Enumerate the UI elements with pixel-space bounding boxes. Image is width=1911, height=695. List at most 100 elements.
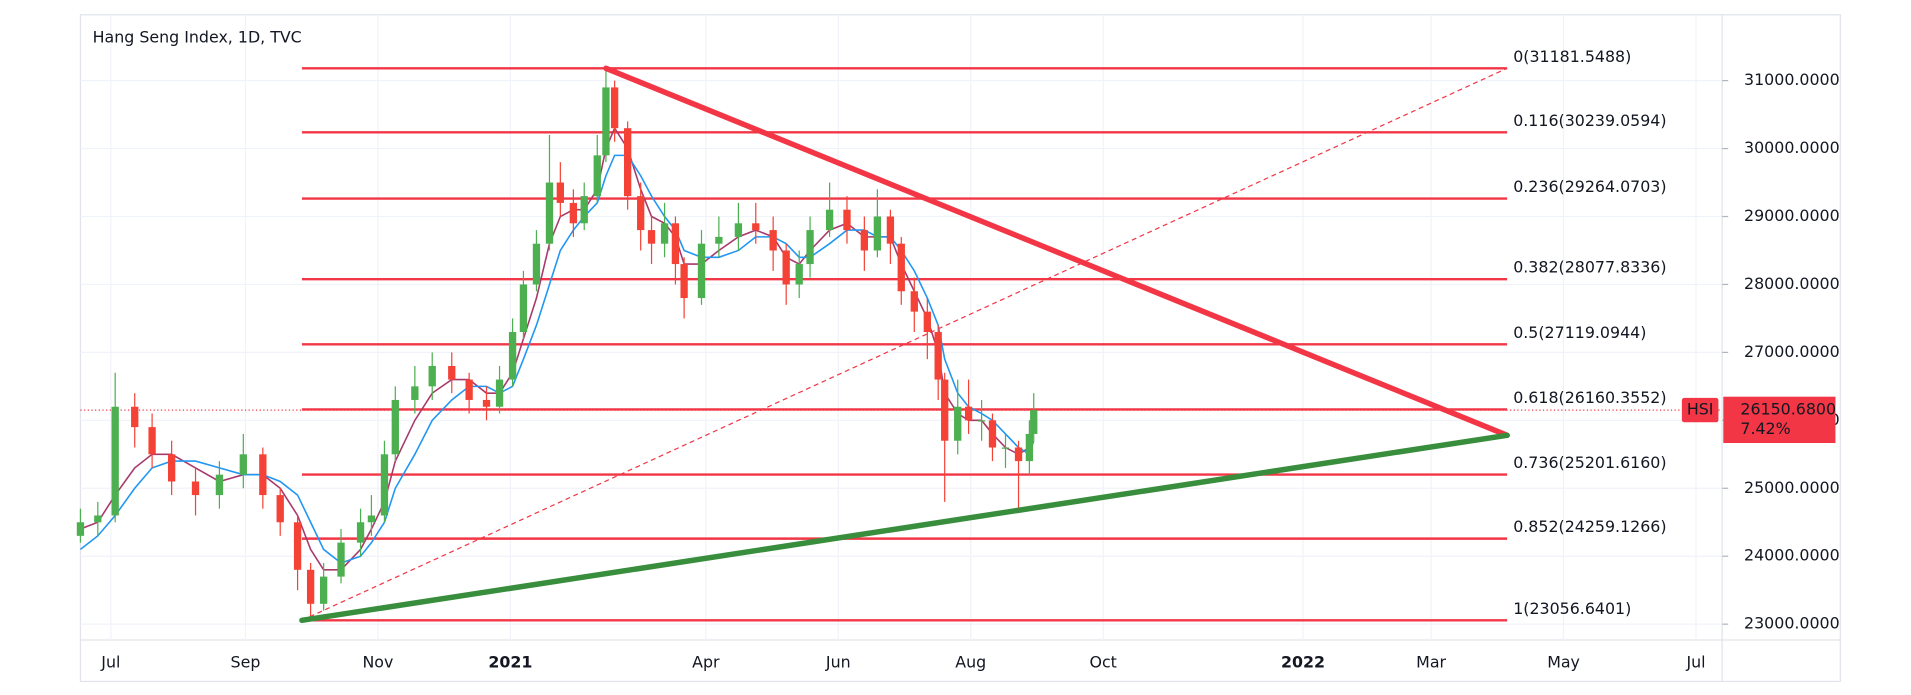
- y-tick-label: 30000.0000: [1744, 138, 1840, 157]
- y-tick-label: 31000.0000: [1744, 70, 1840, 89]
- candle-body: [860, 230, 869, 251]
- candle-body: [448, 365, 456, 380]
- fib-diagonal: [301, 67, 1508, 621]
- fib-label: 0.736(25201.6160): [1513, 453, 1666, 472]
- candle-body: [825, 209, 834, 231]
- candle-body: [964, 406, 973, 421]
- candle-body: [795, 264, 803, 285]
- candle-body: [259, 454, 267, 496]
- candle-body: [276, 495, 284, 523]
- candle-body: [465, 379, 473, 400]
- trendline: [603, 65, 1510, 439]
- chart-frame: [79, 14, 1841, 683]
- candle-body: [660, 223, 669, 244]
- fib-label: 0(31181.5488): [1513, 47, 1631, 66]
- price-tag: [1723, 396, 1836, 444]
- fib-label: 0.382(28077.8336): [1513, 258, 1666, 277]
- candle-body: [532, 243, 541, 285]
- x-tick-label: Nov: [362, 653, 393, 672]
- candle-body: [391, 399, 399, 455]
- candle-body: [624, 128, 632, 197]
- candle-body: [356, 522, 365, 543]
- symbol-label: HSI: [1687, 400, 1714, 419]
- x-tick-label: Aug: [955, 653, 986, 672]
- candle-body: [167, 454, 176, 482]
- candle-body: [843, 209, 851, 231]
- candle-body: [734, 223, 743, 237]
- candle-body: [671, 223, 680, 265]
- candle-body: [131, 406, 139, 428]
- x-tick-label: Oct: [1090, 653, 1117, 672]
- candle-body: [886, 216, 895, 244]
- candle-body: [1014, 447, 1023, 462]
- candle-body: [1030, 410, 1038, 434]
- candle-body: [580, 196, 588, 224]
- candle-body: [602, 87, 610, 156]
- candle-body: [148, 427, 156, 455]
- fib-label: 0.5(27119.0944): [1513, 323, 1646, 342]
- candle-body: [319, 576, 328, 604]
- candle-body: [508, 332, 517, 380]
- candle-body: [337, 542, 345, 577]
- candle-body: [647, 230, 656, 244]
- candle-body: [367, 515, 376, 523]
- candle-body: [428, 365, 436, 387]
- candle-body: [380, 454, 389, 516]
- x-tick-label: Mar: [1416, 653, 1446, 672]
- trendline: [299, 432, 1510, 624]
- candle-body: [977, 420, 986, 422]
- x-tick-label: 2021: [488, 653, 532, 672]
- candle-body: [897, 243, 905, 292]
- candle-body: [1025, 433, 1034, 462]
- candle-body: [782, 250, 790, 285]
- symbol-tag: [1681, 397, 1719, 423]
- candle-body: [752, 223, 760, 231]
- candle-body: [239, 454, 247, 475]
- y-tick-label: 23000.0000: [1744, 614, 1840, 633]
- change-label: 7.42%: [1740, 419, 1790, 438]
- candle-body: [569, 202, 578, 224]
- candle-body: [697, 243, 706, 299]
- candle-body: [411, 386, 419, 400]
- candle-body: [191, 481, 200, 496]
- candle-body: [495, 379, 504, 407]
- candle-body: [215, 474, 224, 496]
- candle-body: [545, 182, 554, 244]
- chart-title: Hang Seng Index, 1D, TVC: [93, 27, 302, 46]
- candle-body: [482, 399, 491, 407]
- x-tick-label: Sep: [231, 653, 261, 672]
- candle-body: [954, 406, 962, 441]
- candle-body: [293, 522, 302, 570]
- x-tick-label: May: [1547, 653, 1580, 672]
- candle-body: [306, 569, 315, 604]
- candle-body: [806, 230, 814, 265]
- price-label: 26150.6800: [1740, 400, 1836, 419]
- x-tick-label: Jul: [1685, 653, 1705, 672]
- y-tick-label: 28000.0000: [1744, 274, 1840, 293]
- candle-body: [556, 182, 564, 203]
- candle-body: [910, 291, 918, 312]
- candle-body: [610, 87, 619, 129]
- candle-body: [519, 284, 528, 333]
- x-tick-label: Apr: [692, 653, 720, 672]
- y-tick-label: 25000.0000: [1744, 478, 1840, 497]
- fib-label: 0.116(30239.0594): [1513, 111, 1666, 130]
- y-tick-label: 24000.0000: [1744, 546, 1840, 565]
- candle-body: [988, 420, 997, 448]
- candle-body: [637, 196, 645, 231]
- candle-body: [1001, 447, 1010, 449]
- candle-body: [111, 406, 119, 516]
- fib-label: 0.618(26160.3552): [1513, 388, 1666, 407]
- candle-body: [94, 515, 102, 523]
- candle-body: [769, 230, 777, 251]
- fib-label: 1(23056.6401): [1513, 599, 1631, 618]
- moving-average: [79, 154, 1035, 564]
- fib-label: 0.852(24259.1266): [1513, 517, 1666, 536]
- candle-body: [941, 379, 949, 441]
- x-tick-label: Jun: [825, 653, 851, 672]
- candle-body: [934, 332, 942, 380]
- y-tick-label: 27000.0000: [1744, 342, 1840, 361]
- x-tick-label: 2022: [1281, 653, 1325, 672]
- candle-body: [873, 216, 882, 251]
- x-tick-label: Jul: [100, 653, 120, 672]
